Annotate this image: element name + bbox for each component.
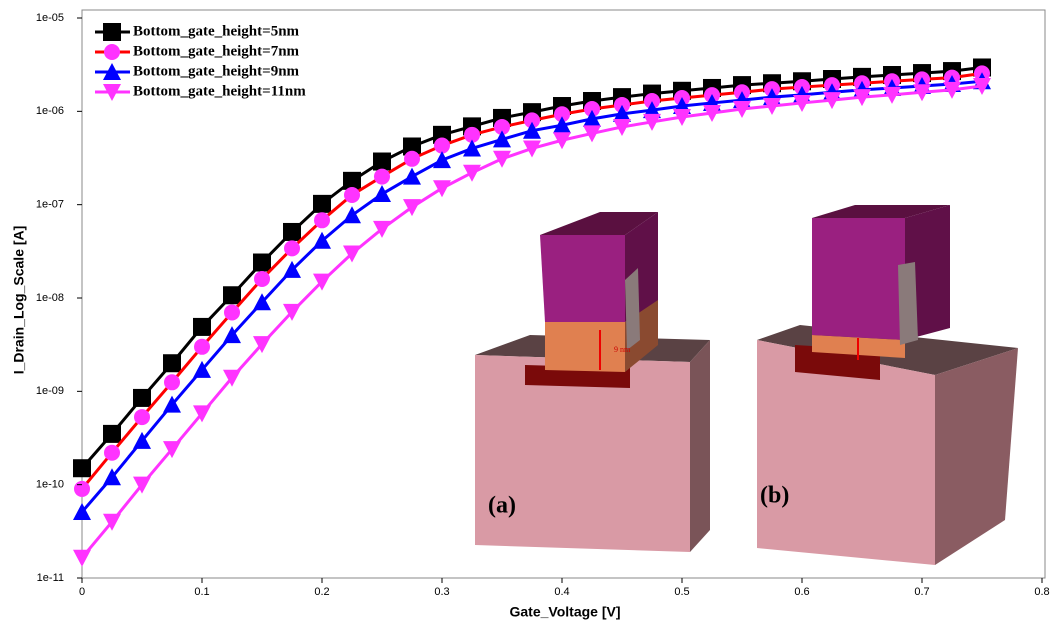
legend-label: Bottom_gate_height=9nm bbox=[133, 63, 300, 79]
x-tick-label: 0.7 bbox=[914, 586, 929, 598]
marker bbox=[463, 165, 481, 182]
x-tick-label: 0.3 bbox=[434, 586, 449, 598]
marker bbox=[373, 185, 391, 202]
marker bbox=[103, 425, 121, 443]
inset-a-spacer bbox=[545, 322, 625, 372]
marker bbox=[134, 409, 150, 425]
inset-b-gate-front bbox=[812, 218, 905, 340]
marker bbox=[73, 459, 91, 477]
marker bbox=[433, 180, 451, 197]
inset-a-dimension: 9 nm bbox=[614, 345, 631, 354]
marker bbox=[433, 151, 451, 168]
inset-b-label: (b) bbox=[760, 483, 789, 509]
marker bbox=[403, 168, 421, 185]
inset-b-fin bbox=[898, 262, 918, 345]
legend-label: Bottom_gate_height=7nm bbox=[133, 43, 300, 59]
marker bbox=[284, 240, 300, 256]
x-tick-label: 0.2 bbox=[314, 586, 329, 598]
chart: Gate_Voltage [V] I_Drain_Log_Scale [A] 9… bbox=[0, 0, 1051, 629]
marker bbox=[133, 389, 151, 407]
x-tick-label: 0.5 bbox=[674, 586, 689, 598]
x-tick-label: 0.8 bbox=[1034, 586, 1049, 598]
y-tick-label: 1e-07 bbox=[36, 199, 64, 211]
inset-a-label: (a) bbox=[488, 493, 516, 519]
marker bbox=[344, 187, 360, 203]
legend-label: Bottom_gate_height=11nm bbox=[133, 83, 306, 99]
y-tick-label: 1e-11 bbox=[37, 572, 64, 584]
marker bbox=[343, 206, 361, 223]
marker bbox=[163, 354, 181, 372]
legend-label: Bottom_gate_height=5nm bbox=[133, 23, 300, 39]
marker bbox=[283, 223, 301, 241]
x-axis-title: Gate_Voltage [V] bbox=[510, 604, 621, 620]
y-tick-label: 1e-09 bbox=[36, 385, 64, 397]
marker bbox=[193, 318, 211, 336]
x-tick-label: 0.6 bbox=[794, 586, 809, 598]
marker bbox=[104, 445, 120, 461]
y-tick-label: 1e-06 bbox=[36, 105, 64, 117]
marker bbox=[254, 271, 270, 287]
x-tick-label: 0.1 bbox=[194, 586, 209, 598]
marker bbox=[224, 304, 240, 320]
legend-marker bbox=[103, 23, 121, 41]
inset-a-side bbox=[690, 340, 710, 552]
marker bbox=[403, 199, 421, 216]
marker bbox=[373, 153, 391, 171]
x-tick-label: 0.4 bbox=[554, 586, 569, 598]
legend-marker bbox=[104, 44, 120, 60]
marker bbox=[253, 254, 271, 272]
marker bbox=[74, 481, 90, 497]
marker bbox=[73, 550, 91, 567]
marker bbox=[164, 374, 180, 390]
marker bbox=[194, 339, 210, 355]
device-insets: 9 nm (a) (b) bbox=[475, 205, 1018, 565]
marker bbox=[493, 151, 511, 168]
marker bbox=[314, 212, 330, 228]
marker bbox=[374, 169, 390, 185]
x-tick-label: 0 bbox=[79, 586, 85, 598]
inset-b-side bbox=[935, 348, 1018, 565]
y-axis-title: I_Drain_Log_Scale [A] bbox=[11, 226, 27, 375]
marker bbox=[223, 286, 241, 304]
marker bbox=[523, 140, 541, 157]
y-tick-label: 1e-05 bbox=[36, 12, 64, 24]
marker bbox=[404, 151, 420, 167]
marker bbox=[313, 195, 331, 213]
y-tick-label: 1e-10 bbox=[36, 479, 64, 491]
inset-a-gate-front bbox=[540, 235, 625, 322]
y-tick-label: 1e-08 bbox=[36, 292, 64, 304]
inset-a-fin bbox=[625, 268, 640, 350]
